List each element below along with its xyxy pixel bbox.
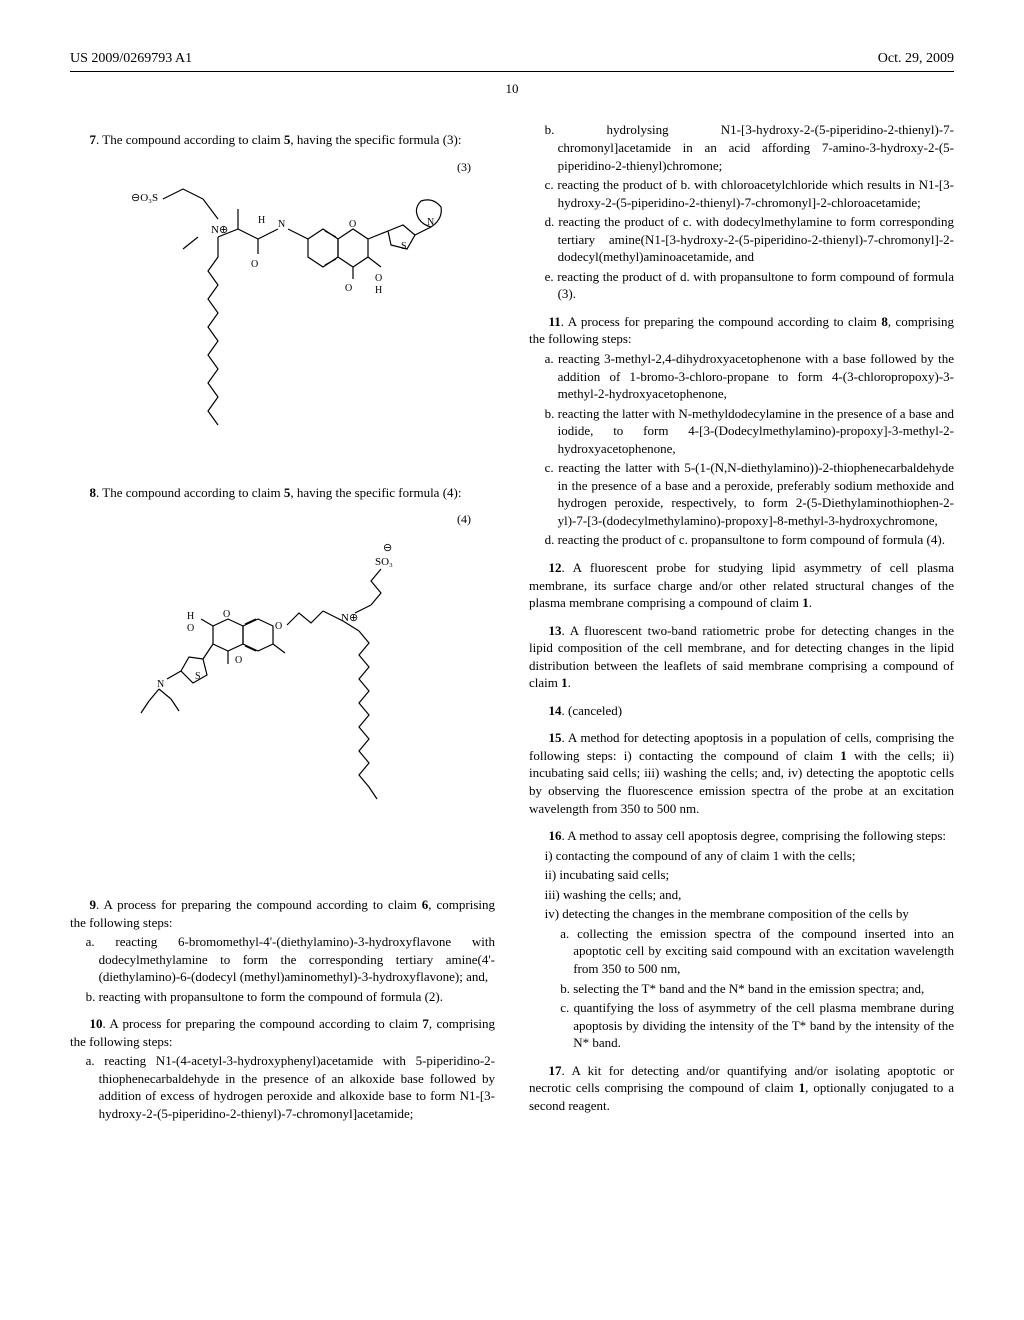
formula-3-label: (3) bbox=[70, 159, 495, 175]
claim-11-b: b. reacting the latter with N-methyldode… bbox=[529, 405, 954, 458]
claim-11-a: a. reacting 3-methyl-2,4-dihydroxyacetop… bbox=[529, 350, 954, 403]
svg-text:O: O bbox=[275, 621, 282, 632]
claim-10-e: e. reacting the product of d. with propa… bbox=[529, 268, 954, 303]
formula-4-structure: ⊖ SO₃ N⊕ O O bbox=[70, 531, 495, 876]
svg-text:O: O bbox=[187, 623, 194, 634]
svg-text:N: N bbox=[278, 219, 285, 230]
claim-16-ii: ii) incubating said cells; bbox=[529, 866, 954, 884]
claim-number: 16 bbox=[549, 828, 562, 843]
claim-rest: , having the specific formula (3): bbox=[290, 132, 461, 147]
claim-10-d: d. reacting the product of c. with dodec… bbox=[529, 213, 954, 266]
claim-10: 10. A process for preparing the compound… bbox=[70, 1015, 495, 1050]
svg-text:S: S bbox=[195, 671, 201, 682]
claim-number: 14 bbox=[549, 703, 562, 718]
svg-text:O: O bbox=[223, 609, 230, 620]
columns: 7. The compound according to claim 5, ha… bbox=[70, 121, 954, 1124]
claim-number: 12 bbox=[549, 560, 562, 575]
claim-rest: , having the specific formula (4): bbox=[290, 485, 461, 500]
claim-number: 10 bbox=[90, 1016, 103, 1031]
svg-text:O: O bbox=[375, 273, 382, 284]
claim-10-a: a. reacting N1-(4-acetyl-3-hydroxyphenyl… bbox=[70, 1052, 495, 1122]
claim-11-c: c. reacting the latter with 5-(1-(N,N-di… bbox=[529, 459, 954, 529]
claim-16-b: b. selecting the T* band and the N* band… bbox=[529, 980, 954, 998]
svg-text:⊖O₃S: ⊖O₃S bbox=[131, 192, 158, 204]
claim-number: 17 bbox=[549, 1063, 562, 1078]
svg-text:O: O bbox=[235, 655, 242, 666]
claim-text: . A process for preparing the compound a… bbox=[103, 1016, 423, 1031]
claim-16-iii: iii) washing the cells; and, bbox=[529, 886, 954, 904]
claim-text: . A fluorescent two-band ratiometric pro… bbox=[529, 623, 954, 691]
chemical-structure-icon: ⊖O₃S N⊕ H O N bbox=[123, 179, 443, 459]
claim-11-d: d. reacting the product of c. propansult… bbox=[529, 531, 954, 549]
claim-8: 8. The compound according to claim 5, ha… bbox=[70, 484, 495, 502]
claim-10-c: c. reacting the product of b. with chlor… bbox=[529, 176, 954, 211]
chemical-structure-icon: ⊖ SO₃ N⊕ O O bbox=[123, 531, 443, 871]
claim-16-c: c. quantifying the loss of asymmetry of … bbox=[529, 999, 954, 1052]
formula-3-structure: ⊖O₃S N⊕ H O N bbox=[70, 179, 495, 464]
claim-17: 17. A kit for detecting and/or quantifyi… bbox=[529, 1062, 954, 1115]
svg-text:⊖: ⊖ bbox=[383, 542, 392, 554]
claim-11: 11. A process for preparing the compound… bbox=[529, 313, 954, 348]
claim-15: 15. A method for detecting apoptosis in … bbox=[529, 729, 954, 817]
claim-9-a: a. reacting 6-bromomethyl-4'-(diethylami… bbox=[70, 933, 495, 986]
claim-13: 13. A fluorescent two-band ratiometric p… bbox=[529, 622, 954, 692]
svg-text:N: N bbox=[157, 679, 164, 690]
svg-text:O: O bbox=[345, 283, 352, 294]
publication-date: Oct. 29, 2009 bbox=[878, 50, 954, 69]
page-number: 10 bbox=[70, 80, 954, 98]
formula-4-label: (4) bbox=[70, 511, 495, 527]
claim-16-a: a. collecting the emission spectra of th… bbox=[529, 925, 954, 978]
svg-text:O: O bbox=[251, 259, 258, 270]
column-right: b. hydrolysing N1-[3-hydroxy-2-(5-piperi… bbox=[529, 121, 954, 1124]
page-header: US 2009/0269793 A1 Oct. 29, 2009 bbox=[70, 50, 954, 72]
column-left: 7. The compound according to claim 5, ha… bbox=[70, 121, 495, 1124]
publication-number: US 2009/0269793 A1 bbox=[70, 50, 192, 69]
claim-rest: . bbox=[809, 595, 812, 610]
claim-text: . The compound according to claim bbox=[96, 485, 284, 500]
svg-text:S: S bbox=[401, 241, 407, 252]
page: US 2009/0269793 A1 Oct. 29, 2009 10 7. T… bbox=[0, 0, 1024, 1320]
svg-text:SO₃: SO₃ bbox=[375, 556, 393, 568]
svg-text:H: H bbox=[187, 611, 194, 622]
claim-text: . (canceled) bbox=[562, 703, 623, 718]
claim-text: . A process for preparing the compound a… bbox=[96, 897, 422, 912]
claim-14: 14. (canceled) bbox=[529, 702, 954, 720]
claim-text: . A method to assay cell apoptosis degre… bbox=[562, 828, 947, 843]
claim-9: 9. A process for preparing the compound … bbox=[70, 896, 495, 931]
claim-rest: . bbox=[568, 675, 571, 690]
claim-text: . The compound according to claim bbox=[96, 132, 284, 147]
claim-9-b: b. reacting with propansultone to form t… bbox=[70, 988, 495, 1006]
claim-7: 7. The compound according to claim 5, ha… bbox=[70, 131, 495, 149]
claim-12: 12. A fluorescent probe for studying lip… bbox=[529, 559, 954, 612]
claim-number: 15 bbox=[549, 730, 562, 745]
claim-text: . A fluorescent probe for studying lipid… bbox=[529, 560, 954, 610]
claim-number: 11 bbox=[549, 314, 561, 329]
svg-text:H: H bbox=[258, 215, 265, 226]
svg-text:N⊕: N⊕ bbox=[341, 612, 358, 624]
svg-text:O: O bbox=[349, 219, 356, 230]
claim-number: 13 bbox=[549, 623, 562, 638]
claim-10-b: b. hydrolysing N1-[3-hydroxy-2-(5-piperi… bbox=[529, 121, 954, 174]
claim-16: 16. A method to assay cell apoptosis deg… bbox=[529, 827, 954, 845]
claim-16-iv: iv) detecting the changes in the membran… bbox=[529, 905, 954, 923]
claim-16-i: i) contacting the compound of any of cla… bbox=[529, 847, 954, 865]
claim-text: . A process for preparing the compound a… bbox=[561, 314, 882, 329]
svg-text:H: H bbox=[375, 285, 382, 296]
